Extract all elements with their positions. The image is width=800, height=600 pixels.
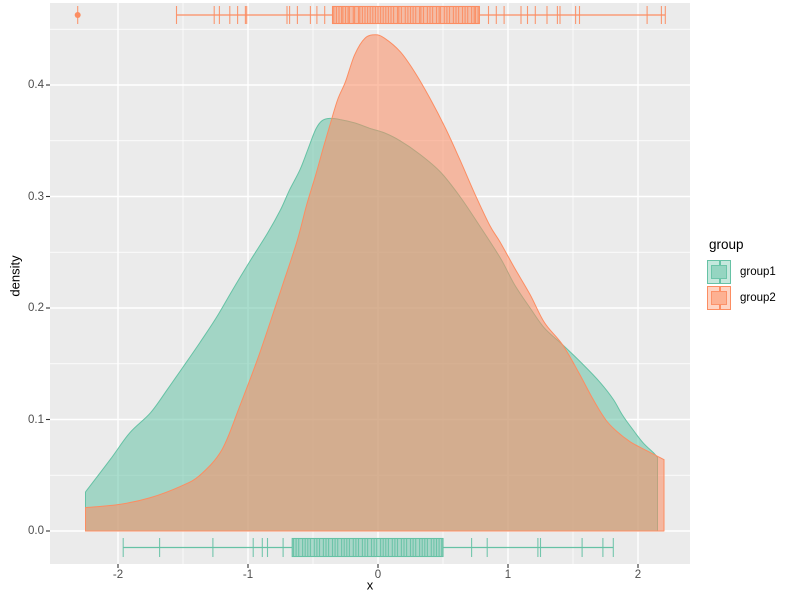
density-area-group2	[85, 34, 665, 532]
legend-key-inner	[711, 291, 727, 305]
boxplot-outlier-group2	[74, 12, 81, 18]
x-tick-label: 0	[374, 569, 382, 581]
y-tick-label: 0.4	[28, 79, 44, 91]
rug-tick-icon	[719, 279, 721, 284]
y-axis-title: density	[7, 255, 23, 297]
legend-key-inner	[711, 265, 727, 279]
x-tick-label: 1	[504, 569, 512, 581]
x-tick-label: 2	[634, 569, 642, 581]
legend-item-group2: group2	[707, 285, 776, 311]
legend-label-group1: group1	[740, 266, 776, 278]
x-tick-label: -2	[112, 569, 124, 581]
x-axis-title: x	[366, 577, 374, 593]
legend-key-group2-swatch	[707, 286, 731, 310]
legend-key-group1-swatch	[707, 260, 731, 284]
rug-tick-icon	[719, 260, 721, 265]
boxplot-box-group2	[331, 5, 480, 25]
y-tick-label: 0.2	[28, 302, 44, 314]
rug-tick-icon	[719, 305, 721, 310]
x-tick-label: -1	[242, 569, 254, 581]
y-tick-label: 0.3	[28, 190, 44, 203]
legend-title: group	[709, 237, 744, 252]
legend-label-group2: group2	[740, 292, 776, 304]
y-tick-label: 0.0	[28, 525, 44, 537]
legend-item-group1: group1	[707, 259, 776, 285]
y-tick-label: 0.1	[28, 413, 44, 426]
rug-tick-icon	[719, 286, 721, 291]
legend: group group1 group2	[707, 237, 776, 311]
